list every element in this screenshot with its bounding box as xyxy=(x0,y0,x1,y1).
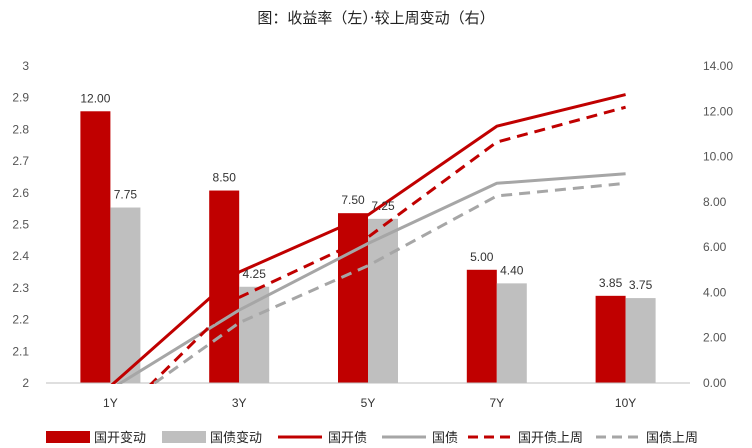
bar-data-label: 5.00 xyxy=(470,250,494,264)
category-label: 7Y xyxy=(489,396,504,410)
legend-swatch xyxy=(46,431,90,443)
bar-data-label: 7.75 xyxy=(114,188,138,202)
bar-data-label: 3.85 xyxy=(599,276,623,290)
category-label: 5Y xyxy=(361,396,376,410)
right-tick-label: 8.00 xyxy=(703,195,727,209)
bar-guokai-change xyxy=(80,111,111,384)
legend-label: 国债 xyxy=(432,431,458,446)
category-label: 1Y xyxy=(103,396,118,410)
left-tick-label: 2.1 xyxy=(12,344,29,358)
left-tick-label: 2.4 xyxy=(12,249,29,263)
legend-label: 国债变动 xyxy=(210,430,262,446)
left-tick-label: 2.5 xyxy=(12,218,29,232)
legend-label: 国开债 xyxy=(328,431,367,446)
bar-data-label: 8.50 xyxy=(213,171,237,185)
category-labels: 1Y 3Y 5Y 7Y 10Y xyxy=(103,396,636,410)
bar-guozhai-change xyxy=(110,207,141,383)
chart-title: 图：收益率（左）·较上周变动（右） xyxy=(257,9,494,27)
bar-data-label: 3.75 xyxy=(629,278,653,292)
legend-label: 国债上周 xyxy=(646,431,698,446)
bar-data-label: 4.25 xyxy=(243,267,267,281)
left-axis-ticks: 2 2.1 2.2 2.3 2.4 2.5 2.6 2.7 2.8 2.9 3 xyxy=(12,59,29,390)
left-tick-label: 2.9 xyxy=(12,91,29,105)
line-series-1 xyxy=(116,172,626,384)
bar-guozhai-change xyxy=(496,283,527,383)
bar-guokai-change xyxy=(466,269,497,383)
right-tick-label: 2.00 xyxy=(703,331,727,345)
bar-data-label: 7.25 xyxy=(371,199,395,213)
line-series-3 xyxy=(150,181,626,384)
left-tick-label: 3 xyxy=(22,59,29,73)
right-tick-label: 6.00 xyxy=(703,240,727,254)
left-tick-label: 2.2 xyxy=(12,313,29,327)
legend-label: 国开变动 xyxy=(94,430,146,446)
category-label: 10Y xyxy=(615,396,636,410)
legend-swatch xyxy=(162,431,206,443)
left-tick-label: 2.3 xyxy=(12,281,29,295)
line-series-2 xyxy=(149,105,626,384)
bar-guozhai-change xyxy=(625,298,656,383)
data-labels: 12.00 8.50 7.50 5.00 3.85 7.75 4.25 7.25 4.40 3.7… xyxy=(80,91,652,292)
bar-data-label: 12.00 xyxy=(80,91,110,105)
left-tick-label: 2 xyxy=(22,376,29,390)
right-tick-label: 14.00 xyxy=(703,59,733,73)
right-tick-label: 10.00 xyxy=(703,150,733,164)
bar-data-label: 7.50 xyxy=(341,193,365,207)
left-tick-label: 2.6 xyxy=(12,186,29,200)
line-series-0 xyxy=(110,93,626,384)
bar-group xyxy=(80,111,656,384)
right-tick-label: 0.00 xyxy=(703,376,727,390)
line-group xyxy=(110,93,626,384)
bar-guokai-change xyxy=(595,295,626,383)
bar-guokai-change xyxy=(338,213,368,383)
left-tick-label: 2.7 xyxy=(12,154,29,168)
category-label: 3Y xyxy=(232,396,247,410)
legend: 国开变动 国债变动 国开债 国债 国开债上周 国债上周 xyxy=(46,430,698,446)
legend-label: 国开债上周 xyxy=(518,431,583,446)
right-tick-label: 12.00 xyxy=(703,104,733,118)
right-tick-label: 4.00 xyxy=(703,285,727,299)
left-tick-label: 2.8 xyxy=(12,122,29,136)
bar-guozhai-change xyxy=(368,218,398,383)
bar-data-label: 4.40 xyxy=(500,263,524,277)
right-axis-ticks: 0.00 2.00 4.00 6.00 8.00 10.00 12.00 14.00 xyxy=(703,59,733,390)
